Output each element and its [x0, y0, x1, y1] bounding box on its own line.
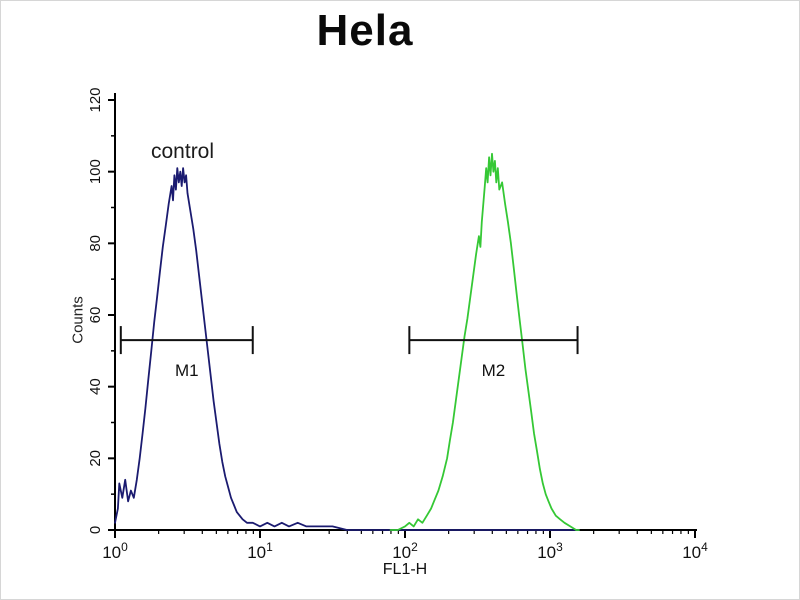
- x-axis-label: FL1-H: [382, 561, 428, 578]
- y-tick-label: 100: [87, 159, 104, 184]
- trace-antibody-stained: [389, 152, 580, 531]
- y-tick-label: 40: [87, 378, 104, 395]
- x-tick-label: 104: [682, 540, 708, 562]
- y-tick-label: 120: [87, 87, 104, 112]
- x-tick-label: 101: [247, 540, 273, 562]
- y-tick-label: 60: [87, 307, 104, 324]
- marker-label-M2: M2: [482, 361, 506, 380]
- y-tick-label: 0: [87, 526, 104, 534]
- trace-control: [114, 167, 580, 531]
- marker-label-M1: M1: [175, 361, 199, 380]
- y-axis-label: Counts: [69, 296, 87, 344]
- x-tick-label: 100: [102, 540, 128, 562]
- x-tick-label: 103: [537, 540, 563, 562]
- x-tick-label: 102: [392, 540, 418, 562]
- y-tick-label: 20: [87, 450, 104, 467]
- chart-title: Hela: [316, 6, 414, 55]
- y-tick-label: 80: [87, 235, 104, 252]
- control-series-label: control: [151, 140, 215, 163]
